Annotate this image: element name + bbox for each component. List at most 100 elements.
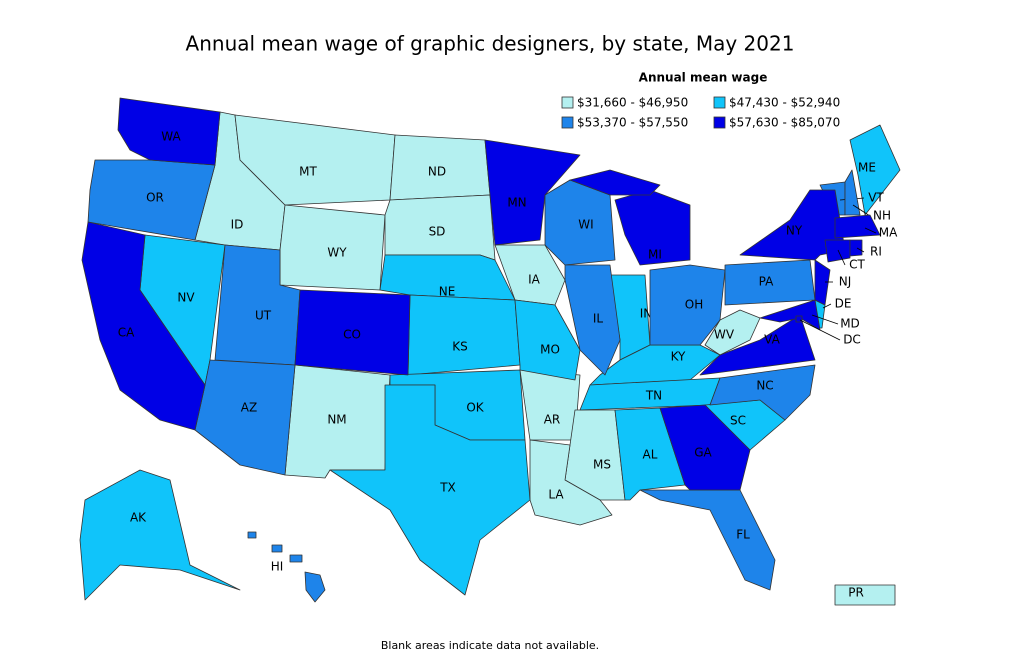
state-label: TN bbox=[645, 389, 662, 403]
state-label: WV bbox=[714, 328, 735, 342]
state-label: MI bbox=[648, 248, 662, 262]
state-label: SD bbox=[429, 225, 446, 239]
state-label: OR bbox=[146, 191, 164, 205]
legend-swatch bbox=[561, 96, 574, 109]
leader-line bbox=[852, 204, 871, 217]
state-shape bbox=[649, 264, 726, 346]
state-label: GA bbox=[694, 446, 712, 460]
state-label: WI bbox=[578, 218, 593, 232]
state-shape bbox=[329, 384, 531, 596]
state-label: PR bbox=[848, 586, 864, 600]
state-shape bbox=[824, 239, 851, 263]
state-label: NE bbox=[439, 285, 456, 299]
state-label: AZ bbox=[241, 401, 257, 415]
state-label: UT bbox=[255, 309, 272, 323]
state-label: NY bbox=[786, 224, 803, 238]
legend-swatch bbox=[713, 116, 726, 129]
state-shape bbox=[247, 531, 257, 539]
state-shape bbox=[279, 204, 386, 291]
legend-label: $57,630 - $85,070 bbox=[729, 116, 840, 130]
state-label: WA bbox=[161, 130, 181, 144]
state-shape bbox=[844, 169, 861, 216]
legend-label: $53,370 - $57,550 bbox=[577, 116, 688, 130]
state-label: ID bbox=[231, 218, 244, 232]
state-shape bbox=[117, 97, 221, 166]
state-label: ND bbox=[428, 165, 446, 179]
state-shape bbox=[849, 124, 901, 216]
state-shape bbox=[709, 364, 816, 421]
state-shape bbox=[659, 404, 751, 491]
state-label: CO bbox=[343, 328, 361, 342]
state-label: OK bbox=[466, 401, 484, 415]
state-label: KS bbox=[452, 340, 468, 354]
legend: $31,660 - $46,950 $47,430 - $52,940 $53,37… bbox=[561, 96, 840, 130]
state-label: ME bbox=[858, 161, 876, 175]
state-shape bbox=[519, 369, 581, 441]
state-label: VA bbox=[764, 333, 780, 347]
state-shape bbox=[289, 554, 303, 563]
state-label: HI bbox=[271, 560, 284, 574]
state-shape bbox=[194, 359, 296, 476]
state-label: DC bbox=[843, 333, 861, 347]
footnote: Blank areas indicate data not available. bbox=[381, 639, 599, 652]
state-shape bbox=[484, 139, 581, 246]
state-label: MS bbox=[593, 458, 611, 472]
state-label: AR bbox=[544, 413, 561, 427]
state-label: MT bbox=[299, 165, 317, 179]
state-shape bbox=[407, 294, 521, 376]
state-shape bbox=[849, 239, 863, 257]
state-label: TX bbox=[439, 481, 456, 495]
state-shape bbox=[759, 299, 821, 331]
state-shape bbox=[494, 244, 566, 306]
state-shape bbox=[79, 469, 241, 601]
state-label: MO bbox=[540, 343, 560, 357]
state-label: KY bbox=[671, 350, 686, 364]
leader-line bbox=[864, 227, 877, 234]
state-label: RI bbox=[870, 245, 882, 259]
state-shape bbox=[294, 289, 411, 376]
state-shape bbox=[569, 169, 661, 196]
leader-line bbox=[837, 249, 846, 266]
legend-swatch bbox=[561, 116, 574, 129]
map-title: Annual mean wage of graphic designers, b… bbox=[186, 32, 795, 56]
state-shape bbox=[814, 259, 831, 306]
legend-label: $31,660 - $46,950 bbox=[577, 96, 688, 110]
state-label: OH bbox=[685, 298, 703, 312]
state-shape bbox=[834, 584, 896, 606]
state-label: IL bbox=[593, 312, 604, 326]
state-label: NH bbox=[873, 209, 891, 223]
state-label: NC bbox=[756, 379, 773, 393]
state-label: AK bbox=[130, 511, 147, 525]
state-label: AL bbox=[643, 448, 658, 462]
leader-line bbox=[856, 247, 865, 253]
leader-line bbox=[799, 319, 841, 341]
state-label: IA bbox=[528, 273, 541, 287]
state-shape bbox=[699, 314, 816, 376]
state-label: CA bbox=[118, 326, 135, 340]
state-shape bbox=[234, 114, 396, 206]
state-label: NM bbox=[327, 413, 346, 427]
state-shape bbox=[795, 315, 803, 323]
state-label: MD bbox=[840, 317, 860, 331]
state-label: LA bbox=[548, 488, 564, 502]
state-shape bbox=[834, 214, 881, 239]
state-label: MA bbox=[879, 226, 898, 240]
state-shape bbox=[639, 489, 776, 591]
state-shape bbox=[564, 264, 621, 376]
leader-line bbox=[811, 314, 839, 325]
state-label: MN bbox=[507, 196, 526, 210]
state-shape bbox=[514, 299, 581, 381]
legend-label: $47,430 - $52,940 bbox=[729, 96, 840, 110]
legend-swatch bbox=[713, 96, 726, 109]
legend-title: Annual mean wage bbox=[639, 71, 768, 85]
state-label: FL bbox=[736, 528, 750, 542]
state-label: NV bbox=[177, 291, 195, 305]
state-label: PA bbox=[759, 275, 774, 289]
state-label: WY bbox=[327, 246, 347, 260]
state-shape bbox=[529, 439, 613, 526]
state-label: DE bbox=[835, 297, 852, 311]
state-label: IN bbox=[640, 307, 653, 321]
state-label: SC bbox=[730, 414, 746, 428]
state-label: CT bbox=[849, 258, 865, 272]
